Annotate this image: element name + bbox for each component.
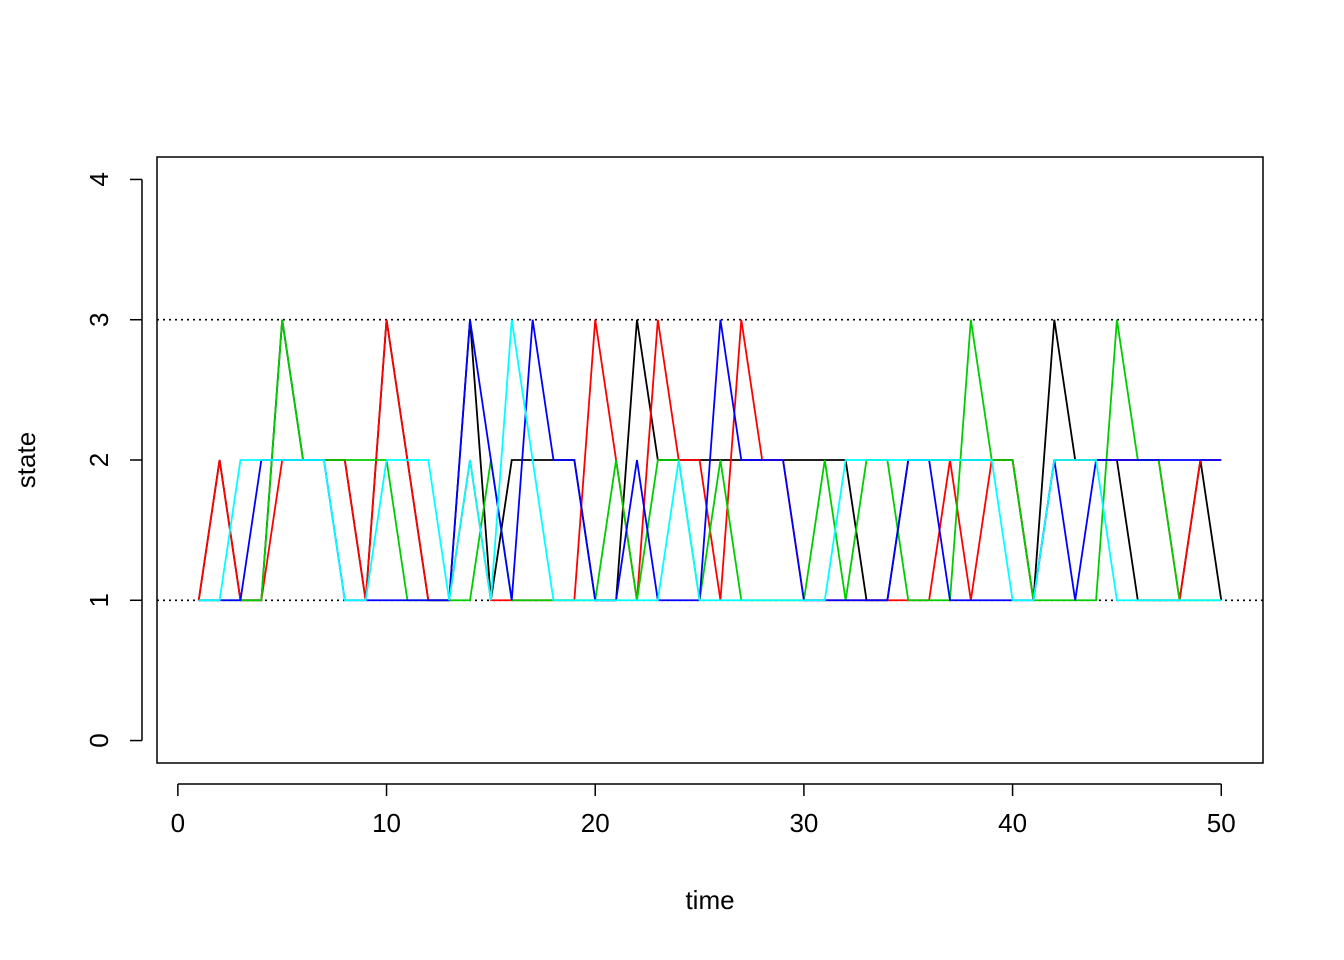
x-tick-label-30: 30 <box>789 808 818 838</box>
x-tick-label-20: 20 <box>581 808 610 838</box>
x-axis-title: time <box>685 885 734 915</box>
x-axis: 0 10 20 30 40 50 <box>171 783 1236 838</box>
x-tick-label-40: 40 <box>998 808 1027 838</box>
y-tick-label-4: 4 <box>84 172 114 186</box>
x-tick-label-50: 50 <box>1207 808 1236 838</box>
series-line-5 <box>198 319 1222 602</box>
x-tick-label-0: 0 <box>171 808 185 838</box>
series-group <box>197 319 1223 602</box>
series-line-3 <box>198 319 1222 602</box>
y-tick-label-3: 3 <box>84 312 114 326</box>
y-tick-label-0: 0 <box>84 733 114 747</box>
y-tick-label-1: 1 <box>84 593 114 607</box>
y-axis: 0 1 2 3 4 <box>84 172 143 748</box>
x-tick-label-10: 10 <box>372 808 401 838</box>
y-tick-label-2: 2 <box>84 453 114 467</box>
y-axis-title: state <box>11 432 41 488</box>
plot-frame <box>156 156 1264 764</box>
